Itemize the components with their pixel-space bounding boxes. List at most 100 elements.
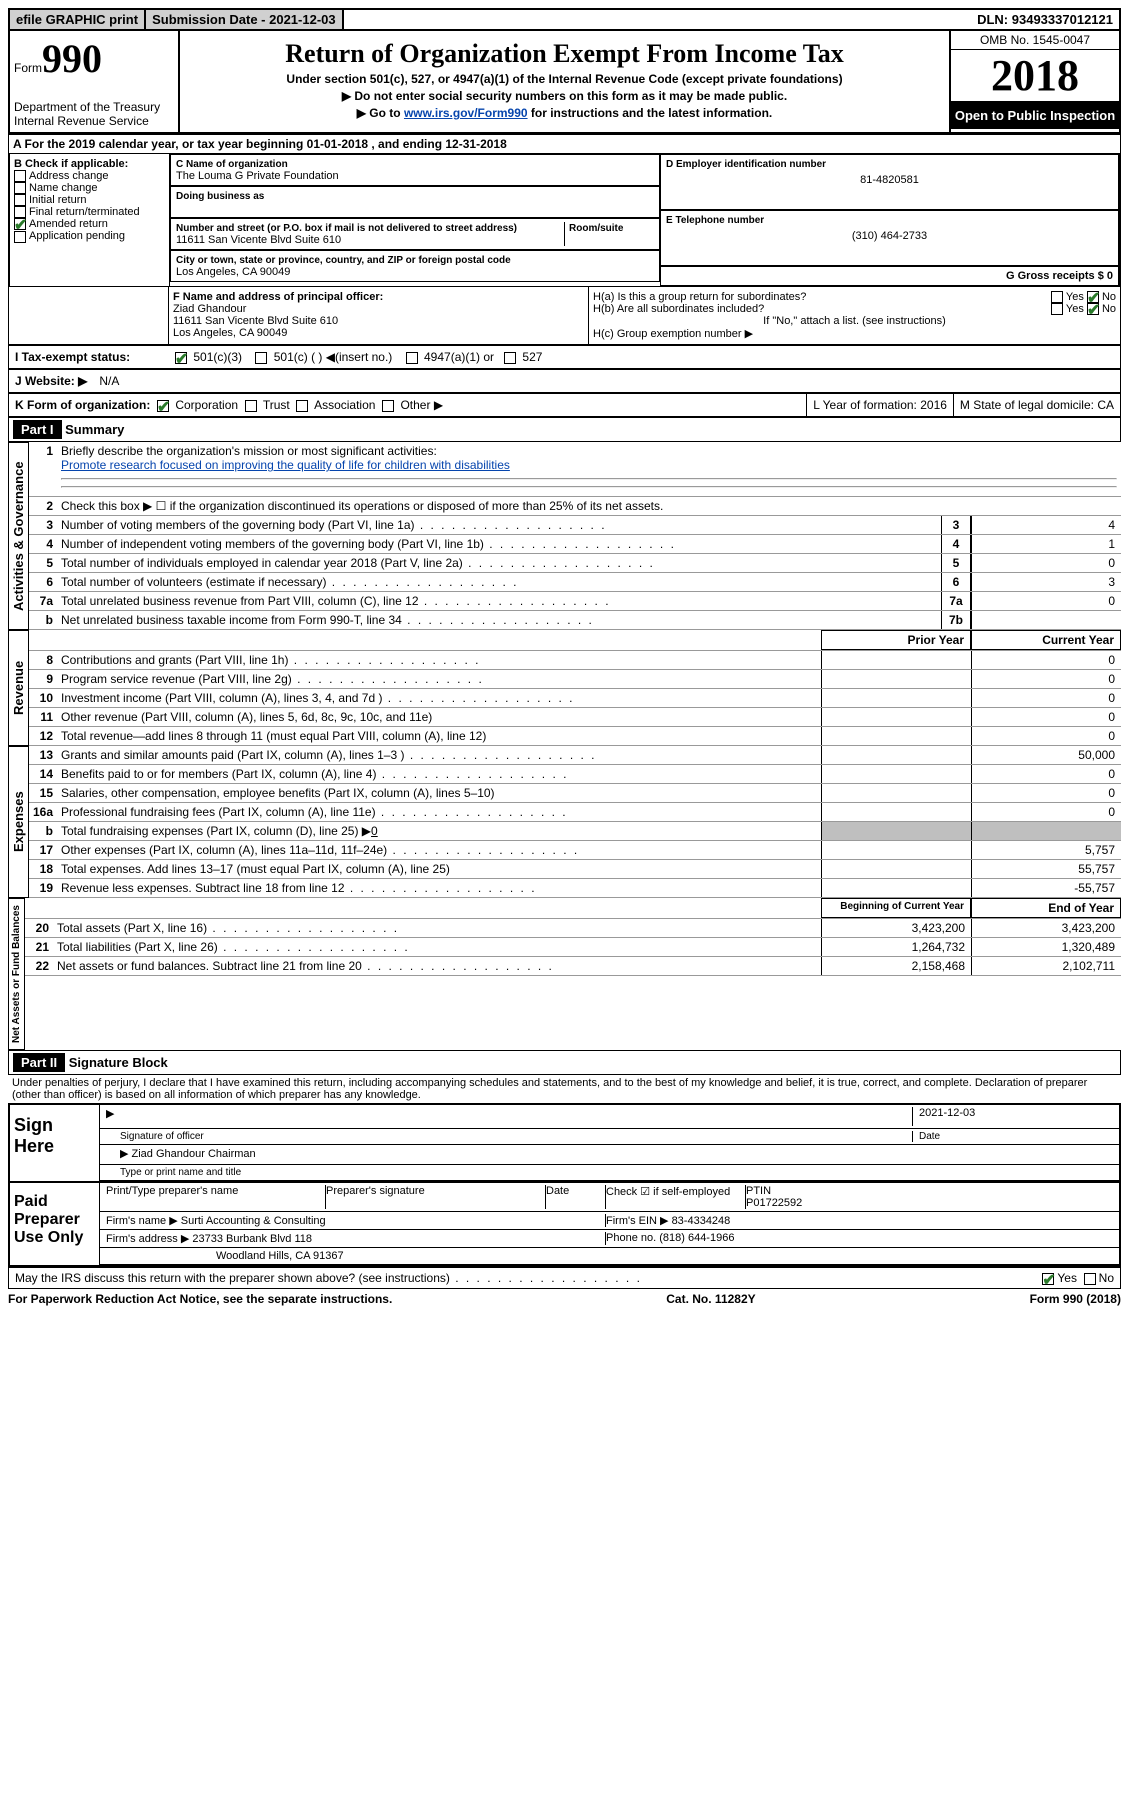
opt-final-return: Final return/terminated — [29, 206, 140, 218]
l8: Contributions and grants (Part VIII, lin… — [57, 651, 821, 669]
l9: Program service revenue (Part VIII, line… — [57, 670, 821, 688]
efile-print-button[interactable]: efile GRAPHIC print — [10, 10, 146, 29]
firm-phone-label: Phone no. — [606, 1232, 656, 1244]
addr-label: Number and street (or P.O. box if mail i… — [176, 223, 517, 234]
chk-app-pending[interactable] — [14, 231, 26, 243]
l16b: Total fundraising expenses (Part IX, col… — [57, 822, 821, 840]
j-value: N/A — [93, 370, 125, 392]
firm-name: Surti Accounting & Consulting — [181, 1215, 326, 1227]
l7a: Total unrelated business revenue from Pa… — [57, 592, 941, 610]
hb-no[interactable] — [1087, 303, 1099, 315]
prior-year-hdr: Prior Year — [821, 630, 971, 650]
ptin-label: PTIN — [746, 1185, 771, 1197]
org-name: The Louma G Private Foundation — [176, 170, 339, 182]
ha-yes[interactable] — [1051, 291, 1063, 303]
chk-name-change[interactable] — [14, 182, 26, 194]
e22: 2,102,711 — [971, 957, 1121, 975]
chk-initial-return[interactable] — [14, 194, 26, 206]
opt-other: Other ▶ — [400, 398, 443, 412]
j-label: J Website: ▶ — [9, 370, 93, 392]
chk-501c[interactable] — [255, 352, 267, 364]
c16b — [971, 822, 1121, 840]
h-c: H(c) Group exemption number ▶ — [593, 327, 1116, 340]
end-hdr: End of Year — [971, 898, 1121, 918]
l17: Other expenses (Part IX, column (A), lin… — [57, 841, 821, 859]
c16a: 0 — [971, 803, 1121, 821]
tax-year: 2018 — [951, 50, 1119, 102]
l16b-val: 0 — [371, 824, 378, 838]
v3: 4 — [971, 516, 1121, 534]
box-d-e-g: D Employer identification number81-48205… — [660, 154, 1119, 286]
chk-501c3[interactable] — [175, 352, 187, 364]
c15: 0 — [971, 784, 1121, 802]
officer-name: Ziad Ghandour — [173, 303, 584, 315]
discuss-yes[interactable] — [1042, 1273, 1054, 1285]
chk-corp[interactable] — [157, 400, 169, 412]
footer: For Paperwork Reduction Act Notice, see … — [8, 1289, 1121, 1309]
room-label: Room/suite — [569, 223, 623, 234]
l5: Total number of individuals employed in … — [57, 554, 941, 572]
box-b: B Check if applicable: Address change Na… — [10, 154, 170, 286]
section-b-to-g: B Check if applicable: Address change Na… — [8, 154, 1121, 286]
part1-hdr: Part I — [13, 420, 62, 439]
sig-officer-label: Signature of officer — [106, 1131, 913, 1142]
dept-treasury: Department of the Treasury — [14, 100, 174, 114]
chk-amended-return[interactable] — [14, 218, 26, 230]
submission-date: Submission Date - 2021-12-03 — [146, 10, 344, 29]
opt-address-change: Address change — [29, 170, 109, 182]
chk-assoc[interactable] — [296, 400, 308, 412]
chk-4947[interactable] — [406, 352, 418, 364]
chk-trust[interactable] — [245, 400, 257, 412]
v6: 3 — [971, 573, 1121, 591]
hb-no-label: No — [1102, 303, 1116, 315]
b22: 2,158,468 — [821, 957, 971, 975]
chk-address-change[interactable] — [14, 170, 26, 182]
form-header-mid: Return of Organization Exempt From Incom… — [180, 31, 949, 132]
p9 — [821, 670, 971, 688]
v5: 0 — [971, 554, 1121, 572]
form-number: 990 — [42, 36, 102, 81]
form-title: Return of Organization Exempt From Incom… — [186, 39, 943, 69]
discuss-q: May the IRS discuss this return with the… — [15, 1271, 1042, 1285]
ha-no-label: No — [1102, 291, 1116, 303]
chk-527[interactable] — [504, 352, 516, 364]
form-word: Form — [14, 61, 42, 75]
hb-yes[interactable] — [1051, 303, 1063, 315]
org-name-label: C Name of organization — [176, 159, 288, 170]
officer-addr2: Los Angeles, CA 90049 — [173, 327, 584, 339]
b21: 1,264,732 — [821, 938, 971, 956]
l15: Salaries, other compensation, employee b… — [57, 784, 821, 802]
prep-sig-label: Preparer's signature — [326, 1185, 546, 1209]
printed-name-label: Type or print name and title — [106, 1167, 241, 1178]
p14 — [821, 765, 971, 783]
mission-link[interactable]: Promote research focused on improving th… — [61, 458, 510, 472]
ptin-value: P01722592 — [746, 1197, 802, 1209]
irs-label: Internal Revenue Service — [14, 114, 174, 128]
discuss-yes-label: Yes — [1057, 1271, 1077, 1285]
opt-trust: Trust — [263, 398, 290, 412]
goto-suffix: for instructions and the latest informat… — [528, 106, 773, 120]
opt-501c3: 501(c)(3) — [193, 350, 242, 364]
dba-label: Doing business as — [176, 191, 264, 202]
firm-ein: 83-4334248 — [672, 1215, 731, 1227]
c19: -55,757 — [971, 879, 1121, 897]
l18: Total expenses. Add lines 13–17 (must eq… — [57, 860, 821, 878]
discuss-no[interactable] — [1084, 1273, 1096, 1285]
current-year-hdr: Current Year — [971, 630, 1121, 650]
l19: Revenue less expenses. Subtract line 18 … — [57, 879, 821, 897]
dln-value: 93493337012121 — [1012, 12, 1113, 27]
form990-link[interactable]: www.irs.gov/Form990 — [404, 106, 528, 120]
part1-bar: Part I Summary — [8, 417, 1121, 442]
opt-527: 527 — [522, 350, 542, 364]
e21: 1,320,489 — [971, 938, 1121, 956]
phone-value: (310) 464-2733 — [666, 226, 1113, 242]
chk-other[interactable] — [382, 400, 394, 412]
form-header-right: OMB No. 1545-0047 2018 Open to Public In… — [949, 31, 1119, 132]
opt-name-change: Name change — [29, 182, 98, 194]
sign-here-block: Sign Here ▶ 2021-12-03 Signature of offi… — [8, 1103, 1121, 1183]
paperwork-notice: For Paperwork Reduction Act Notice, see … — [8, 1292, 392, 1306]
p19 — [821, 879, 971, 897]
l16a: Professional fundraising fees (Part IX, … — [57, 803, 821, 821]
addr-value: 11611 San Vicente Blvd Suite 610 — [176, 234, 341, 246]
c10: 0 — [971, 689, 1121, 707]
